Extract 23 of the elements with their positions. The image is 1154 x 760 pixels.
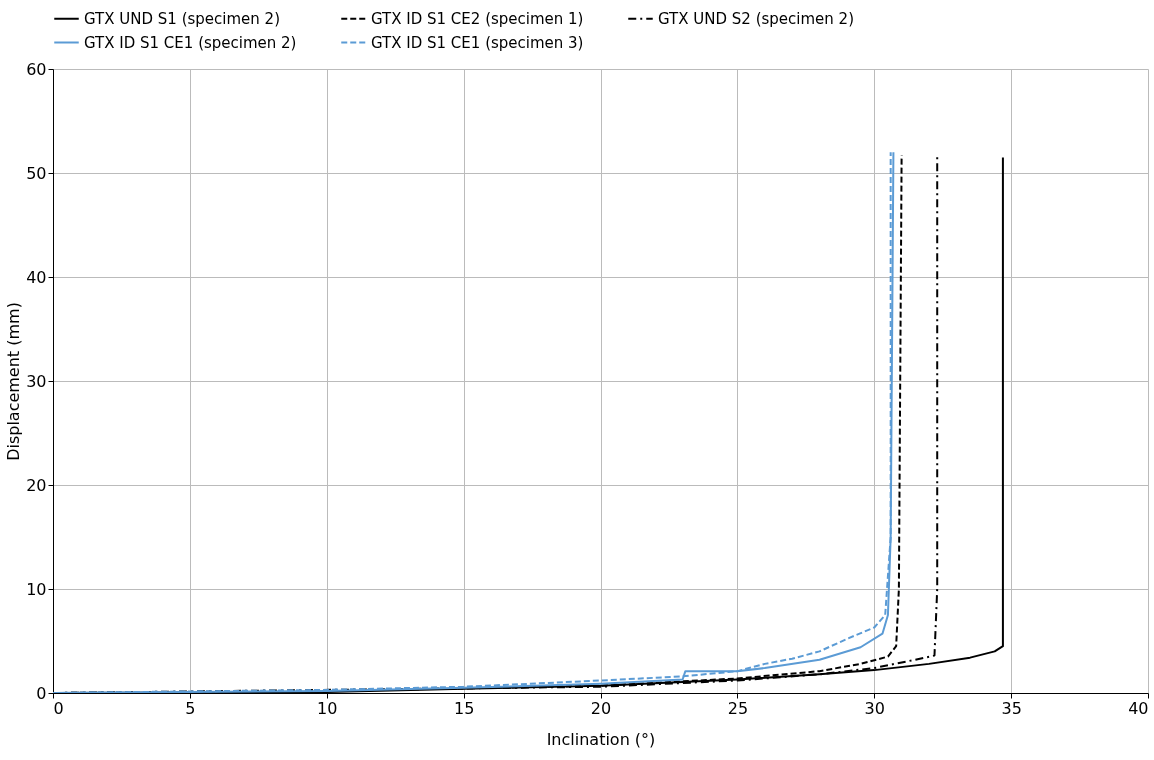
- x-tick-label: 25: [727, 698, 749, 718]
- y-tick-label: 40: [26, 267, 47, 287]
- x-tick-label: 5: [185, 698, 196, 718]
- y-axis-title: Displacement (mm): [4, 302, 24, 461]
- legend-label: GTX UND S1 (specimen 2): [84, 9, 280, 28]
- y-tick-label: 10: [26, 579, 47, 599]
- x-tick-label: 30: [864, 698, 885, 718]
- y-tick-label: 60: [26, 59, 47, 79]
- x-tick-label: 10: [317, 698, 338, 718]
- legend-label: GTX ID S1 CE1 (specimen 2): [84, 33, 297, 52]
- y-tick-label: 20: [26, 475, 47, 495]
- x-axis-title: Inclination (°): [546, 729, 656, 749]
- y-tick-label: 50: [26, 163, 47, 183]
- legend-label: GTX UND S2 (specimen 2): [658, 9, 854, 28]
- x-tick-label: 15: [453, 698, 475, 718]
- x-tick-label: 20: [590, 698, 612, 718]
- legend-label: GTX ID S1 CE2 (specimen 1): [371, 9, 584, 28]
- x-tick-label: 35: [1001, 698, 1022, 718]
- legend-label: GTX ID S1 CE1 (specimen 3): [371, 33, 584, 52]
- y-tick-label: 30: [26, 371, 47, 391]
- x-tick-label: 0: [53, 698, 64, 718]
- y-tick-label: 0: [36, 683, 47, 703]
- x-tick-label: 40: [1128, 698, 1149, 718]
